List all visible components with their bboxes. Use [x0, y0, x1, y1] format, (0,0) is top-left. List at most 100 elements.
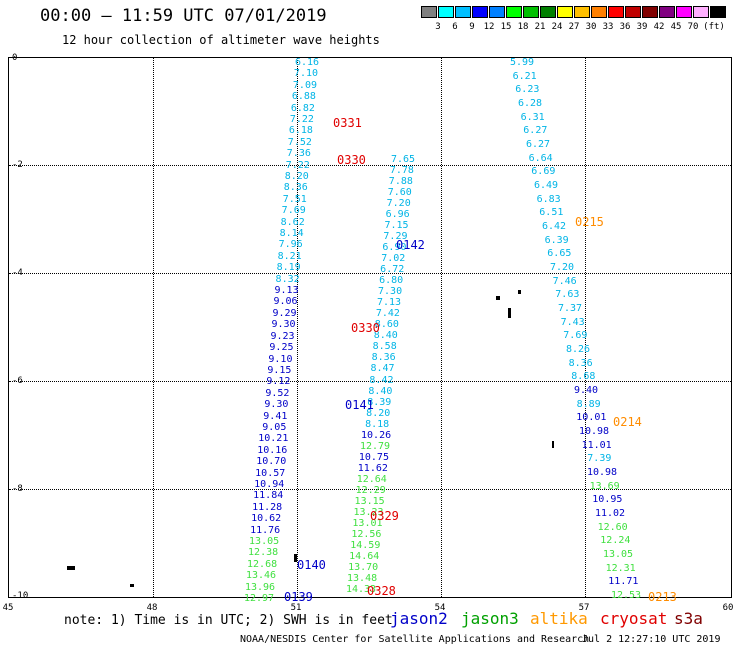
island-shape — [294, 554, 297, 562]
gridline-lon — [585, 58, 586, 597]
track-1-value: 6.82 — [290, 102, 315, 114]
pass-label: 0140 — [297, 558, 326, 572]
track-3-value: 8.68 — [571, 371, 596, 383]
track-1-value: 6.18 — [288, 125, 313, 137]
colorbar-label: 45 — [670, 22, 682, 32]
timestamp-text: Jul 2 12:27:10 UTC 2019 — [582, 634, 721, 645]
track-2-value: 13.48 — [347, 572, 378, 584]
credit-text: NOAA/NESDIS Center for Satellite Applica… — [240, 634, 590, 645]
gridline-lat — [9, 273, 731, 274]
track-1-value: 10.62 — [251, 513, 282, 525]
track-3-value: 6.64 — [528, 152, 553, 164]
colorbar-label: 18 — [517, 22, 529, 32]
colorbar-label: 9 — [469, 22, 475, 32]
gridline-lat — [9, 489, 731, 490]
track-2-value: 7.29 — [383, 231, 408, 243]
track-1-value: 7.96 — [278, 239, 303, 251]
track-1-value: 8.19 — [276, 262, 301, 274]
track-1-value: 11.84 — [253, 490, 284, 502]
track-2-value: 6.90 — [382, 242, 407, 254]
colorbar-label: 33 — [602, 22, 614, 32]
track-3-value: 6.49 — [533, 180, 559, 191]
track-1-value: 9.13 — [274, 285, 299, 297]
colorbar-label: 39 — [636, 22, 648, 32]
track-1-value: 9.05 — [262, 421, 287, 433]
track-1-value: 13.46 — [245, 570, 277, 582]
colorbar-swatch — [438, 6, 454, 18]
track-1-value: 8.32 — [275, 273, 300, 285]
track-2-value: 8.40 — [368, 385, 393, 397]
track-1-value: 9.06 — [273, 296, 298, 308]
pass-label: 0331 — [333, 116, 362, 130]
track-3-value: 12.53 — [610, 590, 642, 601]
track-2-value: 11.62 — [357, 462, 388, 474]
track-1-value: 9.10 — [268, 353, 293, 365]
track-3-value: 5.99 — [509, 57, 535, 68]
track-1-value: 10.21 — [258, 433, 289, 445]
island-shape — [496, 296, 500, 300]
track-3-value: 12.31 — [605, 562, 636, 574]
track-2-value: 7.78 — [389, 165, 414, 177]
colorbar-label: 27 — [568, 22, 580, 32]
track-3-value: 6.31 — [520, 111, 545, 123]
track-3-value: 6.23 — [515, 84, 540, 96]
pass-label: 0215 — [575, 215, 604, 229]
track-1-value: 12.38 — [248, 547, 279, 559]
track-1-value: 6.16 — [294, 57, 320, 68]
pass-label: 0329 — [370, 509, 399, 523]
track-3-value: 9.40 — [573, 385, 599, 396]
track-2-value: 6.96 — [385, 209, 410, 221]
track-2-value: 8.47 — [370, 363, 395, 375]
track-1-value: 9.12 — [266, 376, 291, 388]
track-2-value: 8.39 — [367, 396, 392, 408]
track-1-value: 11.76 — [250, 524, 281, 536]
track-3-value: 13.69 — [589, 480, 620, 492]
track-2-value: 8.18 — [365, 418, 390, 430]
track-2-value: 12.64 — [356, 473, 387, 485]
mission-altika: altika — [530, 609, 588, 628]
y-tick-label: -2 — [12, 160, 23, 170]
track-1-value: 9.30 — [271, 319, 296, 331]
track-3-value: 10.98 — [578, 426, 610, 437]
colorbar-swatch — [693, 6, 709, 18]
track-1-value: 7.22 — [289, 114, 314, 126]
island-shape — [67, 566, 75, 570]
track-1-value: 9.15 — [267, 364, 292, 376]
colorbar-swatch — [608, 6, 624, 18]
track-2-value: 14.59 — [350, 539, 381, 551]
track-3-value: 8.36 — [568, 357, 593, 369]
track-1-value: 8.36 — [283, 182, 308, 194]
colorbar-swatch — [625, 6, 641, 18]
track-1-value: 8.21 — [277, 250, 302, 262]
track-2-value: 12.29 — [355, 484, 386, 496]
map-title: 00:00 — 11:59 UTC 07/01/2019 — [40, 6, 327, 26]
colorbar-swatch — [659, 6, 675, 18]
map-plot-area: 0 -2 -4 -6 -8 -10 6.16 7.10 7.09 6.88 6.82 7.… — [8, 53, 732, 604]
track-3-value: 11.01 — [581, 439, 612, 451]
track-1-value: 8.20 — [284, 171, 309, 183]
track-3-value: 8.26 — [565, 344, 591, 355]
track-1-value: 12.68 — [247, 558, 278, 570]
colorbar-swatch — [472, 6, 488, 18]
track-2-value: 8.42 — [369, 374, 394, 386]
track-2-value: 8.36 — [371, 352, 396, 364]
mission-s3a: s3a — [674, 609, 703, 628]
colorbar-label: 15 — [500, 22, 512, 32]
track-3-value: 11.71 — [608, 576, 639, 588]
colorbar-swatch — [540, 6, 556, 18]
track-1-value: 7.09 — [292, 79, 317, 91]
track-3-value: 10.01 — [576, 412, 607, 424]
track-1-value: 9.29 — [272, 307, 297, 319]
mission-jason2: jason2 — [390, 609, 448, 628]
track-2-value: 10.26 — [361, 429, 392, 441]
track-3-value: 6.51 — [539, 207, 564, 219]
y-tick-label: -4 — [12, 268, 23, 278]
gridline-lon — [153, 58, 154, 597]
y-tick-label: -8 — [12, 484, 23, 494]
pass-label: 0139 — [284, 590, 313, 604]
track-3-value: 7.63 — [555, 289, 580, 301]
map-subtitle: 12 hour collection of altimeter wave hei… — [62, 33, 380, 47]
track-2-value: 6.72 — [380, 264, 405, 276]
track-1-value: 9.25 — [269, 342, 294, 354]
track-2-value: 7.88 — [388, 176, 413, 188]
